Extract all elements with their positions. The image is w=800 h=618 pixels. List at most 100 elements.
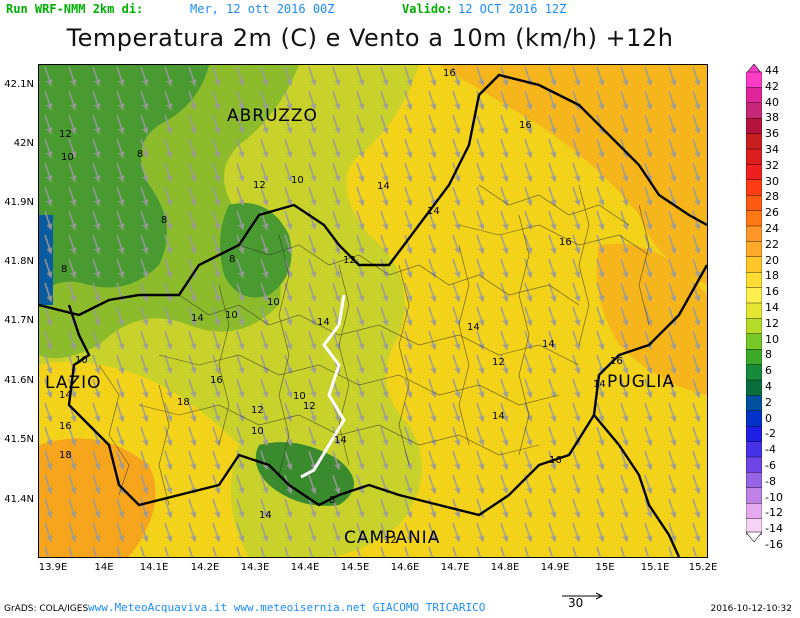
colorbar-swatch	[746, 472, 762, 489]
lon-tick: 14.7E	[440, 562, 470, 573]
colorbar-label: 16	[765, 285, 779, 299]
colorbar-label: 28	[765, 190, 779, 204]
colorbar-label: -16	[765, 538, 783, 551]
isotherm-label: 16	[519, 120, 532, 131]
lat-tick: 42.1N	[4, 79, 34, 90]
isotherm-label: 18	[177, 397, 190, 408]
isotherm-label: 16	[59, 421, 72, 432]
isotherm-label: 12	[59, 129, 72, 140]
temperature-wind-map: ABRUZZO LAZIO PUGLIA CAMPANIA 16 16 12 1…	[38, 64, 708, 558]
colorbar-label: -10	[765, 490, 783, 504]
isotherm-label: 14	[593, 379, 606, 390]
colorbar-label: 18	[765, 269, 779, 283]
colorbar-swatch	[746, 179, 762, 196]
colorbar-label: 40	[765, 95, 779, 109]
colorbar-label: 34	[765, 143, 779, 156]
region-label-campania: CAMPANIA	[344, 528, 440, 548]
website-credit: www.MeteoAcquaviva.it www.meteoisernia.n…	[88, 601, 486, 614]
colorbar-label: 32	[765, 158, 779, 172]
colorbar-label: 20	[765, 253, 779, 267]
colorbar-label: 38	[765, 111, 779, 125]
region-boundary-north	[39, 73, 707, 317]
colorbar-swatch	[746, 118, 762, 135]
colorbar-label: 10	[765, 332, 779, 346]
region-label-lazio: LAZIO	[45, 373, 102, 393]
isotherm-label: 14	[259, 510, 272, 521]
isotherm-label: 16	[559, 237, 572, 248]
lat-tick: 41.6N	[4, 375, 34, 386]
colorbar-swatch	[746, 241, 762, 258]
colorbar-label: -8	[765, 474, 776, 488]
isotherm-label: 16	[549, 455, 562, 466]
colorbar-label: 24	[765, 222, 779, 235]
isotherm-label: 10	[251, 426, 264, 437]
isotherm-label: 18	[59, 450, 72, 461]
colorbar-swatch	[746, 194, 762, 212]
temperature-colorbar	[746, 64, 762, 542]
isotherm-label: 12	[251, 405, 264, 416]
colorbar-swatch	[746, 133, 762, 150]
lat-tick: 41.7N	[4, 315, 34, 326]
colorbar-swatch	[746, 302, 762, 320]
colorbar-swatch	[746, 456, 762, 474]
colorbar-swatch	[746, 426, 762, 443]
wind-reference-arrow-icon	[562, 592, 604, 600]
colorbar-label: 30	[765, 174, 779, 188]
map-title: Temperatura 2m (C) e Vento a 10m (km/h) …	[66, 24, 674, 52]
colorbar-label: 36	[765, 127, 779, 141]
colorbar-label: 2	[765, 395, 772, 409]
municipal-boundaries	[98, 184, 650, 506]
colorbar-swatch	[746, 71, 762, 89]
isotherm-label: 16	[610, 356, 623, 367]
isotherm-label: 8	[161, 215, 167, 226]
grads-credit: GrADS: COLA/IGES	[4, 604, 89, 614]
run-date: Mer, 12 ott 2016 00Z	[190, 2, 335, 16]
isotherm-label: 16	[210, 375, 223, 386]
isotherm-label: 8	[61, 264, 67, 275]
generated-timestamp: 2016-10-12-10:32	[710, 604, 793, 614]
isotherm-label: 14	[334, 435, 347, 446]
colorbar-swatch	[746, 210, 762, 227]
colorbar-swatch	[746, 364, 762, 381]
lat-tick: 41.8N	[4, 256, 34, 267]
colorbar-swatch	[746, 503, 762, 520]
lon-tick: 15.2E	[688, 562, 718, 573]
lon-tick: 14.5E	[340, 562, 370, 573]
lon-tick: 14E	[94, 562, 114, 573]
lat-tick: 41.4N	[4, 494, 34, 505]
lon-tick: 14.3E	[240, 562, 270, 573]
colorbar-swatch	[746, 410, 762, 427]
colorbar-label: -6	[765, 459, 776, 472]
isotherm-label: 10	[293, 391, 306, 402]
isotherm-label: 10	[225, 310, 238, 321]
colorbar-label: 0	[765, 411, 772, 425]
lon-tick: 14.6E	[390, 562, 420, 573]
lat-tick: 41.5N	[4, 434, 34, 445]
colorbar-swatch	[746, 395, 762, 412]
isotherm-label: 14	[492, 411, 505, 422]
colorbar-cap-bottom	[746, 531, 762, 542]
isotherm-label: 8	[229, 254, 235, 265]
colorbar-swatch	[746, 487, 762, 504]
isotherm-label: 8	[137, 149, 143, 160]
region-label-puglia: PUGLIA	[607, 372, 675, 392]
colorbar-label: 22	[765, 237, 779, 251]
colorbar-label: 8	[765, 348, 772, 362]
isotherm-label: 10	[75, 355, 88, 366]
colorbar-label: 6	[765, 364, 772, 378]
isotherm-label: 14	[377, 181, 390, 192]
isotherm-label: 14	[542, 339, 555, 350]
map-canvas: ABRUZZO LAZIO PUGLIA CAMPANIA 16 16 12 1…	[39, 65, 707, 557]
wind-vectors	[39, 65, 707, 557]
wind-reference-label: 30	[568, 596, 584, 610]
isotherm-label: 10	[267, 297, 280, 308]
run-label: Run WRF-NMM 2km di:	[6, 2, 144, 16]
lon-tick: 14.4E	[290, 562, 320, 573]
colorbar-label: 42	[765, 79, 779, 93]
region-boundary-south	[67, 304, 596, 517]
isotherm-label: 12	[343, 255, 356, 266]
colorbar-label: -12	[765, 506, 783, 520]
colorbar-swatch	[746, 379, 762, 397]
isotherm-label: 12	[253, 180, 266, 191]
valid-date: 12 OCT 2016 12Z	[458, 2, 567, 16]
